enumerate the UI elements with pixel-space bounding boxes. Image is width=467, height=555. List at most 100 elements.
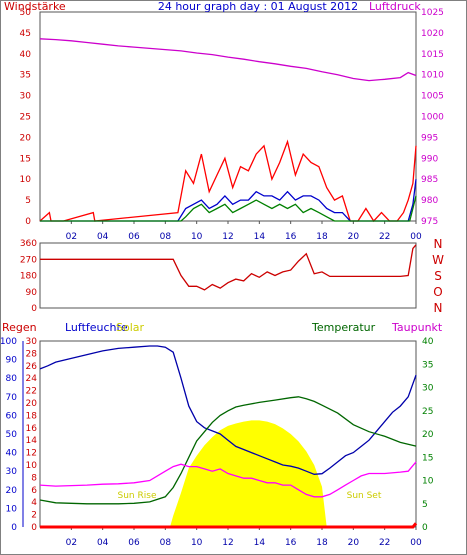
luftfeuchte-line <box>39 345 417 475</box>
panel2-series <box>40 244 417 291</box>
panel1-x-tick-label: 10 <box>191 232 203 242</box>
windstaerke-y-tick-label: 5 <box>25 196 31 206</box>
regen-y-tick-label: 0 <box>11 523 17 533</box>
luftfeuchte-y-tick-label: 20 <box>26 399 38 409</box>
regen-y-tick-label: 60 <box>6 411 18 421</box>
solar-axis-label: Solar <box>116 321 145 334</box>
luftdruck-y-tick-label: 985 <box>421 175 438 185</box>
panel1-x-tick-label: 02 <box>66 232 77 242</box>
panel3-x-tick-label: 06 <box>128 538 140 548</box>
luftdruck-y-tick-label: 990 <box>421 154 438 164</box>
panel3-x-tick-label: 12 <box>222 538 233 548</box>
panel3-x-tick-label: 20 <box>348 538 360 548</box>
wind-direction-y-tick-label: 270 <box>20 255 37 265</box>
wind_direction-line <box>40 244 417 291</box>
panel3-x-tick-label: 02 <box>66 538 77 548</box>
wind-direction-y-tick-label: 180 <box>20 272 37 282</box>
regen-y-tick-label: 30 <box>6 467 18 477</box>
regen-y-tick-label: 40 <box>6 449 18 459</box>
sunrise-label: Sun Rise <box>118 491 157 501</box>
wind_low-line <box>40 195 417 222</box>
luftfeuchte-y-tick-label: 14 <box>26 436 38 446</box>
panel1-x-tick-label: 12 <box>222 232 233 242</box>
luftfeuchte-y-tick-label: 8 <box>31 473 37 483</box>
solar-area-fill <box>170 420 327 527</box>
luftfeuchte-axis-label: Luftfeuchte <box>65 321 128 334</box>
temperatur-y-tick-label: 40 <box>422 337 434 347</box>
regen-line <box>40 522 418 529</box>
regen-y-tick-label: 70 <box>6 393 18 403</box>
temperatur-y-tick-label: 5 <box>422 500 428 510</box>
luftdruck-y-tick-label: 980 <box>421 196 438 206</box>
panel1-x-tick-label: 08 <box>160 232 172 242</box>
luftdruck-line <box>39 38 417 82</box>
temperatur-y-tick-label: 35 <box>422 360 433 370</box>
direction-label: S <box>434 269 442 283</box>
direction-label: O <box>433 285 442 299</box>
luftdruck-y-tick-label: 975 <box>421 217 438 227</box>
direction-label: N <box>434 301 443 315</box>
windstaerke-y-tick-label: 45 <box>20 29 31 39</box>
panel1-x-tick-label: 20 <box>348 232 360 242</box>
luftdruck-y-tick-label: 1015 <box>421 50 444 60</box>
luftfeuchte-y-tick-label: 0 <box>31 523 37 533</box>
panel1-x-tick-label: 16 <box>285 232 297 242</box>
chart-title: 24 hour graph day : 01 August 2012 <box>158 0 358 13</box>
wind_gust-line <box>39 139 417 223</box>
panel3-x-tick-label: 00 <box>410 538 422 548</box>
regen-y-tick-label: 80 <box>6 374 18 384</box>
panel3-x-tick-label: 10 <box>191 538 203 548</box>
panel2-plot-area <box>39 242 417 309</box>
temperatur-y-tick-label: 30 <box>422 384 434 394</box>
regen-y-tick-label: 20 <box>6 486 18 496</box>
regen-y-tick-label: 50 <box>6 430 18 440</box>
windstaerke-y-tick-label: 20 <box>20 133 32 143</box>
direction-label: W <box>432 253 444 267</box>
regen-y-tick-label: 100 <box>0 337 17 347</box>
windstaerke-y-tick-label: 40 <box>20 50 32 60</box>
luftfeuchte-y-tick-label: 4 <box>31 498 37 508</box>
wind-direction-y-tick-label: 0 <box>31 304 37 314</box>
wind-pressure-panel: 24 hour graph day : 01 August 2012 Winds… <box>4 0 444 242</box>
windstaerke-y-tick-label: 30 <box>20 92 32 102</box>
temperatur-y-tick-label: 20 <box>422 430 434 440</box>
panel3-x-tick-label: 16 <box>285 538 297 548</box>
luftfeuchte-y-tick-label: 24 <box>26 374 38 384</box>
sunset-label: Sun Set <box>347 491 382 501</box>
windstaerke-y-tick-label: 15 <box>20 154 31 164</box>
panel1-x-tick-label: 14 <box>254 232 266 242</box>
direction-label: N <box>434 237 443 251</box>
luftfeuchte-y-tick-label: 22 <box>26 387 37 397</box>
panel1-x-tick-label: 04 <box>97 232 109 242</box>
panel2-ticks: 0 90 180 270 360 <box>20 239 37 314</box>
windstaerke-y-tick-label: 10 <box>20 175 32 185</box>
panel3-x-tick-label: 08 <box>160 538 172 548</box>
panel1-ticks: 02 04 06 08 10 12 14 16 18 20 22 000510152025303540… <box>20 8 445 242</box>
taupunkt-line <box>39 461 417 498</box>
panel3-x-tick-label: 22 <box>379 538 390 548</box>
luftdruck-y-tick-label: 995 <box>421 133 438 143</box>
luftdruck-y-tick-label: 1025 <box>421 8 444 18</box>
temperatur-y-tick-label: 0 <box>422 523 428 533</box>
windstaerke-y-tick-label: 35 <box>20 71 31 81</box>
panel3-ticks: 02 04 06 08 10 12 14 16 18 20 22 000102030405060708… <box>0 337 434 548</box>
wind_mean-line <box>40 179 417 222</box>
windstaerke-y-tick-label: 0 <box>25 217 31 227</box>
panel1-x-tick-label: 06 <box>128 232 140 242</box>
windstaerke-y-tick-label: 50 <box>20 8 32 18</box>
luftdruck-y-tick-label: 1010 <box>421 71 444 81</box>
regen-y-tick-label: 90 <box>6 356 18 366</box>
regen-axis-label: Regen <box>2 321 37 334</box>
temperatur-line <box>39 396 417 505</box>
luftfeuchte-y-tick-label: 2 <box>31 511 37 521</box>
panel1-series <box>39 38 417 223</box>
panel3-x-tick-label: 18 <box>316 538 328 548</box>
panel1-x-tick-label: 00 <box>410 232 422 242</box>
luftfeuchte-y-tick-label: 28 <box>26 349 38 359</box>
luftdruck-y-tick-label: 1000 <box>421 113 444 123</box>
regen-y-tick-label: 10 <box>6 504 18 514</box>
temperatur-y-tick-label: 15 <box>422 453 433 463</box>
